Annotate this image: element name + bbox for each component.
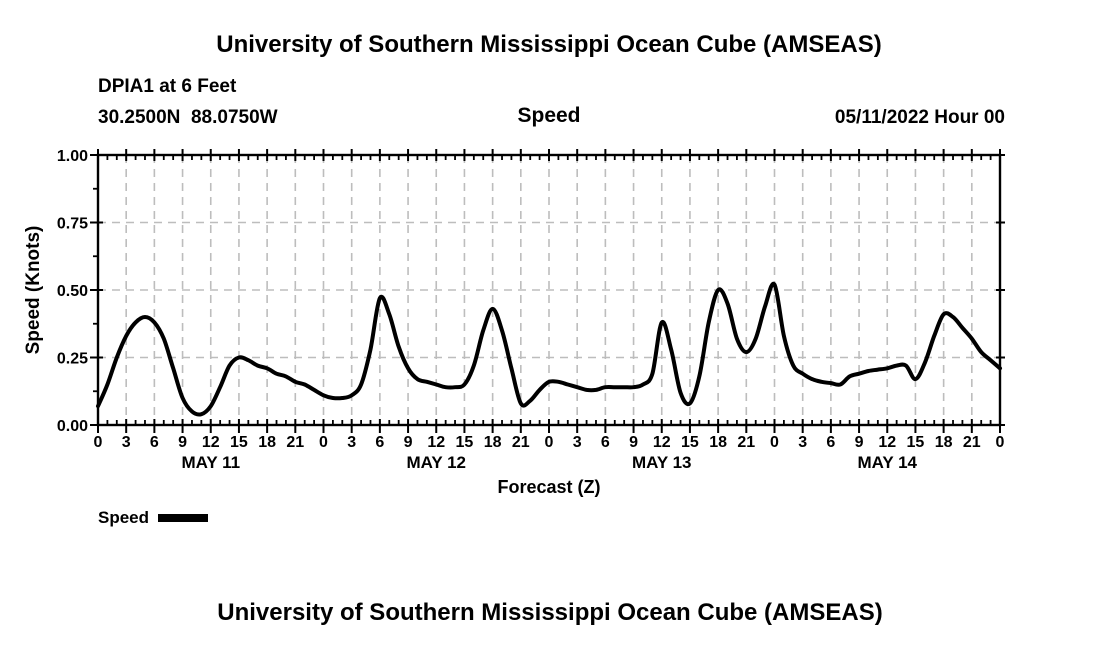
svg-text:6: 6: [150, 434, 159, 451]
svg-text:15: 15: [456, 434, 474, 451]
svg-text:MAY 11: MAY 11: [181, 453, 240, 472]
svg-text:6: 6: [601, 434, 610, 451]
svg-text:21: 21: [737, 434, 755, 451]
station-label: DPIA1 at 6 Feet: [98, 76, 237, 97]
svg-text:12: 12: [202, 434, 220, 451]
svg-text:MAY 13: MAY 13: [632, 453, 692, 472]
svg-text:0: 0: [770, 434, 779, 451]
svg-text:3: 3: [798, 434, 807, 451]
svg-text:3: 3: [122, 434, 131, 451]
svg-text:15: 15: [681, 434, 699, 451]
svg-text:0.00: 0.00: [57, 418, 88, 435]
legend: Speed: [98, 508, 209, 528]
svg-text:12: 12: [878, 434, 896, 451]
footer-title: University of Southern Mississippi Ocean…: [217, 599, 883, 626]
svg-text:1.00: 1.00: [57, 148, 88, 165]
station-coordinates: 30.2500N 88.0750W: [98, 107, 278, 128]
svg-text:0: 0: [545, 434, 554, 451]
legend-label: Speed: [98, 508, 150, 527]
svg-text:18: 18: [709, 434, 727, 451]
forecast-run-date: 05/11/2022 Hour 00: [834, 107, 1005, 128]
svg-text:12: 12: [427, 434, 445, 451]
svg-text:MAY 12: MAY 12: [406, 453, 466, 472]
svg-text:12: 12: [653, 434, 671, 451]
svg-text:MAY 14: MAY 14: [857, 453, 917, 472]
svg-text:0.50: 0.50: [57, 283, 88, 300]
svg-text:18: 18: [484, 434, 502, 451]
svg-text:0.25: 0.25: [57, 351, 88, 368]
svg-text:3: 3: [573, 434, 582, 451]
svg-text:9: 9: [178, 434, 187, 451]
svg-text:18: 18: [935, 434, 953, 451]
legend-line-swatch: [158, 514, 209, 522]
page-title: University of Southern Mississippi Ocean…: [216, 31, 882, 58]
svg-text:21: 21: [286, 434, 304, 451]
svg-text:15: 15: [907, 434, 925, 451]
x-axis-title: Forecast (Z): [497, 477, 601, 497]
svg-text:0: 0: [996, 434, 1005, 451]
chart-title: Speed: [517, 104, 581, 127]
svg-text:9: 9: [404, 434, 413, 451]
svg-text:6: 6: [375, 434, 384, 451]
svg-text:18: 18: [258, 434, 276, 451]
svg-text:9: 9: [629, 434, 638, 451]
svg-text:0: 0: [319, 434, 328, 451]
svg-text:21: 21: [963, 434, 981, 451]
svg-text:21: 21: [512, 434, 530, 451]
svg-text:6: 6: [826, 434, 835, 451]
svg-text:3: 3: [347, 434, 356, 451]
svg-text:9: 9: [855, 434, 864, 451]
svg-text:15: 15: [230, 434, 248, 451]
svg-text:0: 0: [94, 434, 103, 451]
svg-text:0.75: 0.75: [57, 216, 88, 233]
